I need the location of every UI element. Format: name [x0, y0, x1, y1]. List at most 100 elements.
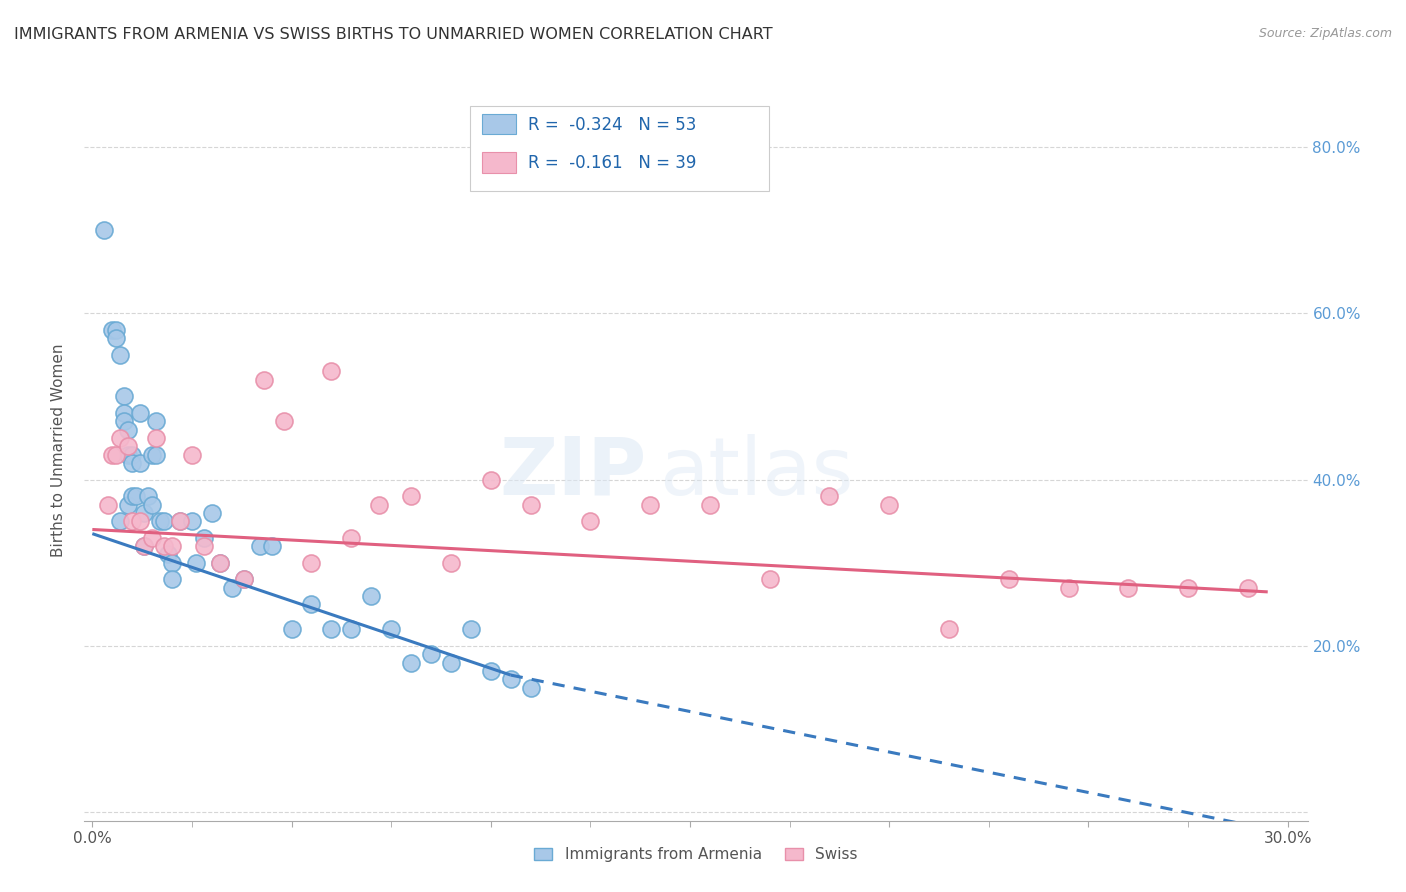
Point	[160, 556, 183, 570]
Point	[479, 664, 502, 678]
Point	[260, 539, 283, 553]
Point	[134, 539, 156, 553]
Point	[110, 514, 132, 528]
Point	[877, 498, 900, 512]
Point	[121, 514, 143, 528]
Point	[153, 539, 176, 553]
Point	[232, 573, 254, 587]
FancyBboxPatch shape	[470, 106, 769, 191]
Point	[105, 331, 128, 345]
Point	[1057, 581, 1080, 595]
Point	[1236, 581, 1258, 595]
Point	[519, 498, 541, 512]
Point	[134, 506, 156, 520]
Point	[145, 448, 167, 462]
Point	[321, 364, 343, 378]
Point	[181, 514, 204, 528]
Point	[110, 348, 132, 362]
Point	[479, 473, 502, 487]
Point	[105, 323, 128, 337]
Point	[129, 456, 152, 470]
Point	[460, 623, 482, 637]
Point	[112, 389, 135, 403]
Point	[145, 431, 167, 445]
Text: atlas: atlas	[659, 434, 853, 512]
Point	[340, 623, 363, 637]
Point	[440, 656, 463, 670]
Point	[112, 414, 135, 428]
Point	[145, 414, 167, 428]
Point	[141, 531, 163, 545]
Point	[117, 448, 139, 462]
Y-axis label: Births to Unmarried Women: Births to Unmarried Women	[51, 343, 66, 558]
Point	[440, 556, 463, 570]
Point	[273, 414, 295, 428]
Point	[221, 581, 243, 595]
Point	[301, 598, 323, 612]
Point	[301, 556, 323, 570]
Point	[399, 489, 422, 503]
Point	[97, 498, 120, 512]
Point	[253, 373, 276, 387]
Point	[499, 672, 522, 686]
Point	[129, 514, 152, 528]
Point	[938, 623, 960, 637]
Point	[340, 531, 363, 545]
Point	[105, 448, 128, 462]
Point	[117, 498, 139, 512]
Point	[153, 514, 176, 528]
Point	[101, 323, 124, 337]
FancyBboxPatch shape	[482, 113, 516, 135]
Point	[101, 448, 124, 462]
Point	[997, 573, 1019, 587]
Point	[136, 489, 159, 503]
Text: Source: ZipAtlas.com: Source: ZipAtlas.com	[1258, 27, 1392, 40]
Point	[134, 539, 156, 553]
Point	[169, 514, 191, 528]
Point	[360, 589, 382, 603]
Text: ZIP: ZIP	[499, 434, 647, 512]
Text: R =  -0.161   N = 39: R = -0.161 N = 39	[529, 154, 697, 172]
Text: IMMIGRANTS FROM ARMENIA VS SWISS BIRTHS TO UNMARRIED WOMEN CORRELATION CHART: IMMIGRANTS FROM ARMENIA VS SWISS BIRTHS …	[14, 27, 773, 42]
Point	[112, 406, 135, 420]
Point	[121, 489, 143, 503]
Point	[420, 647, 443, 661]
Point	[818, 489, 841, 503]
Point	[117, 439, 139, 453]
Point	[125, 489, 148, 503]
Point	[141, 448, 163, 462]
Point	[321, 623, 343, 637]
Point	[208, 556, 231, 570]
Point	[129, 406, 152, 420]
Point	[399, 656, 422, 670]
Point	[181, 448, 204, 462]
Text: R =  -0.324   N = 53: R = -0.324 N = 53	[529, 116, 697, 134]
Point	[1177, 581, 1199, 595]
Point	[160, 539, 183, 553]
Point	[758, 573, 780, 587]
Point	[141, 498, 163, 512]
Point	[93, 223, 115, 237]
Point	[579, 514, 602, 528]
Point	[638, 498, 661, 512]
Point	[368, 498, 391, 512]
Point	[193, 531, 215, 545]
Point	[232, 573, 254, 587]
Point	[1116, 581, 1139, 595]
Point	[157, 548, 180, 562]
Point	[699, 498, 721, 512]
Point	[193, 539, 215, 553]
Point	[121, 448, 143, 462]
Point	[249, 539, 271, 553]
Point	[380, 623, 402, 637]
FancyBboxPatch shape	[482, 153, 516, 173]
Point	[149, 514, 172, 528]
Point	[117, 423, 139, 437]
Point	[208, 556, 231, 570]
Point	[121, 456, 143, 470]
Point	[519, 681, 541, 695]
Point	[280, 623, 302, 637]
Point	[201, 506, 224, 520]
Point	[160, 573, 183, 587]
Point	[110, 431, 132, 445]
